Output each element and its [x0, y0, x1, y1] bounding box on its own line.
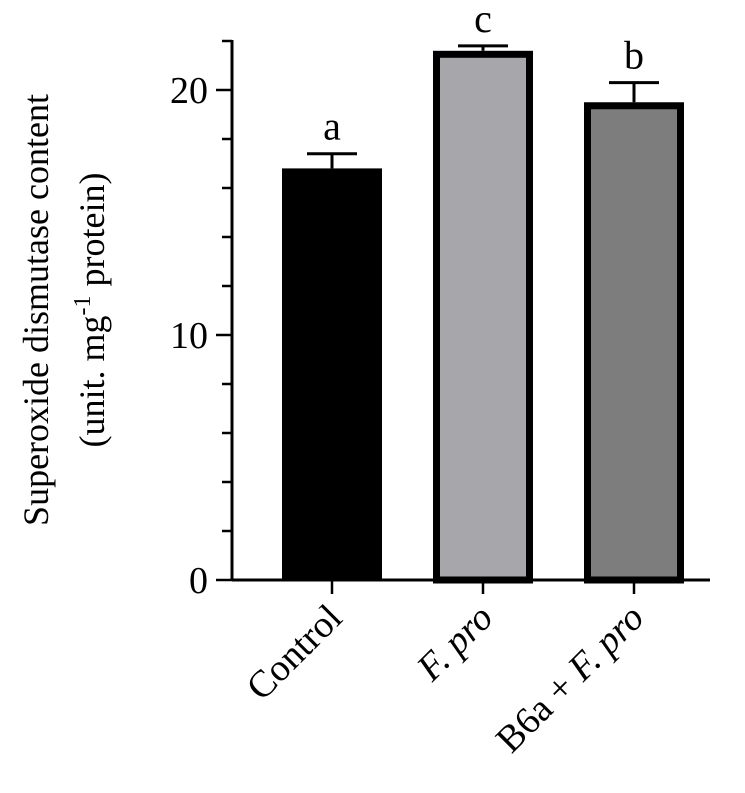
significance-letter: b: [624, 33, 644, 78]
y-axis-title-part: (unit. mg: [72, 315, 112, 447]
significance-labels: a c b: [323, 0, 644, 149]
bars: [282, 50, 684, 584]
y-tick-label: 0: [189, 560, 208, 602]
y-tick-label: 10: [170, 315, 208, 357]
bar: [433, 50, 533, 584]
significance-letter: a: [323, 104, 341, 149]
category-label: Control: [239, 597, 351, 709]
error-bars: [307, 44, 659, 169]
significance-letter: c: [474, 0, 492, 41]
category-label-part: F. pro: [408, 597, 501, 690]
category-label-part: Control: [239, 597, 351, 709]
bar: [282, 168, 382, 581]
y-axis-title-line1: Superoxide dismutase content: [16, 94, 56, 526]
category-label: F. pro: [408, 597, 501, 690]
y-ticks: 0 10 20: [170, 39, 232, 602]
y-axis-title-part: protein): [72, 173, 112, 296]
bar: [584, 102, 684, 584]
y-axis-title-part: -1: [70, 295, 96, 315]
y-axis-title-line2: (unit. mg-1 protein): [70, 173, 112, 448]
y-axis-title: Superoxide dismutase content (unit. mg-1 …: [16, 94, 112, 526]
category-label: B6a + F. pro: [488, 597, 652, 761]
y-tick-label: 20: [170, 70, 208, 112]
